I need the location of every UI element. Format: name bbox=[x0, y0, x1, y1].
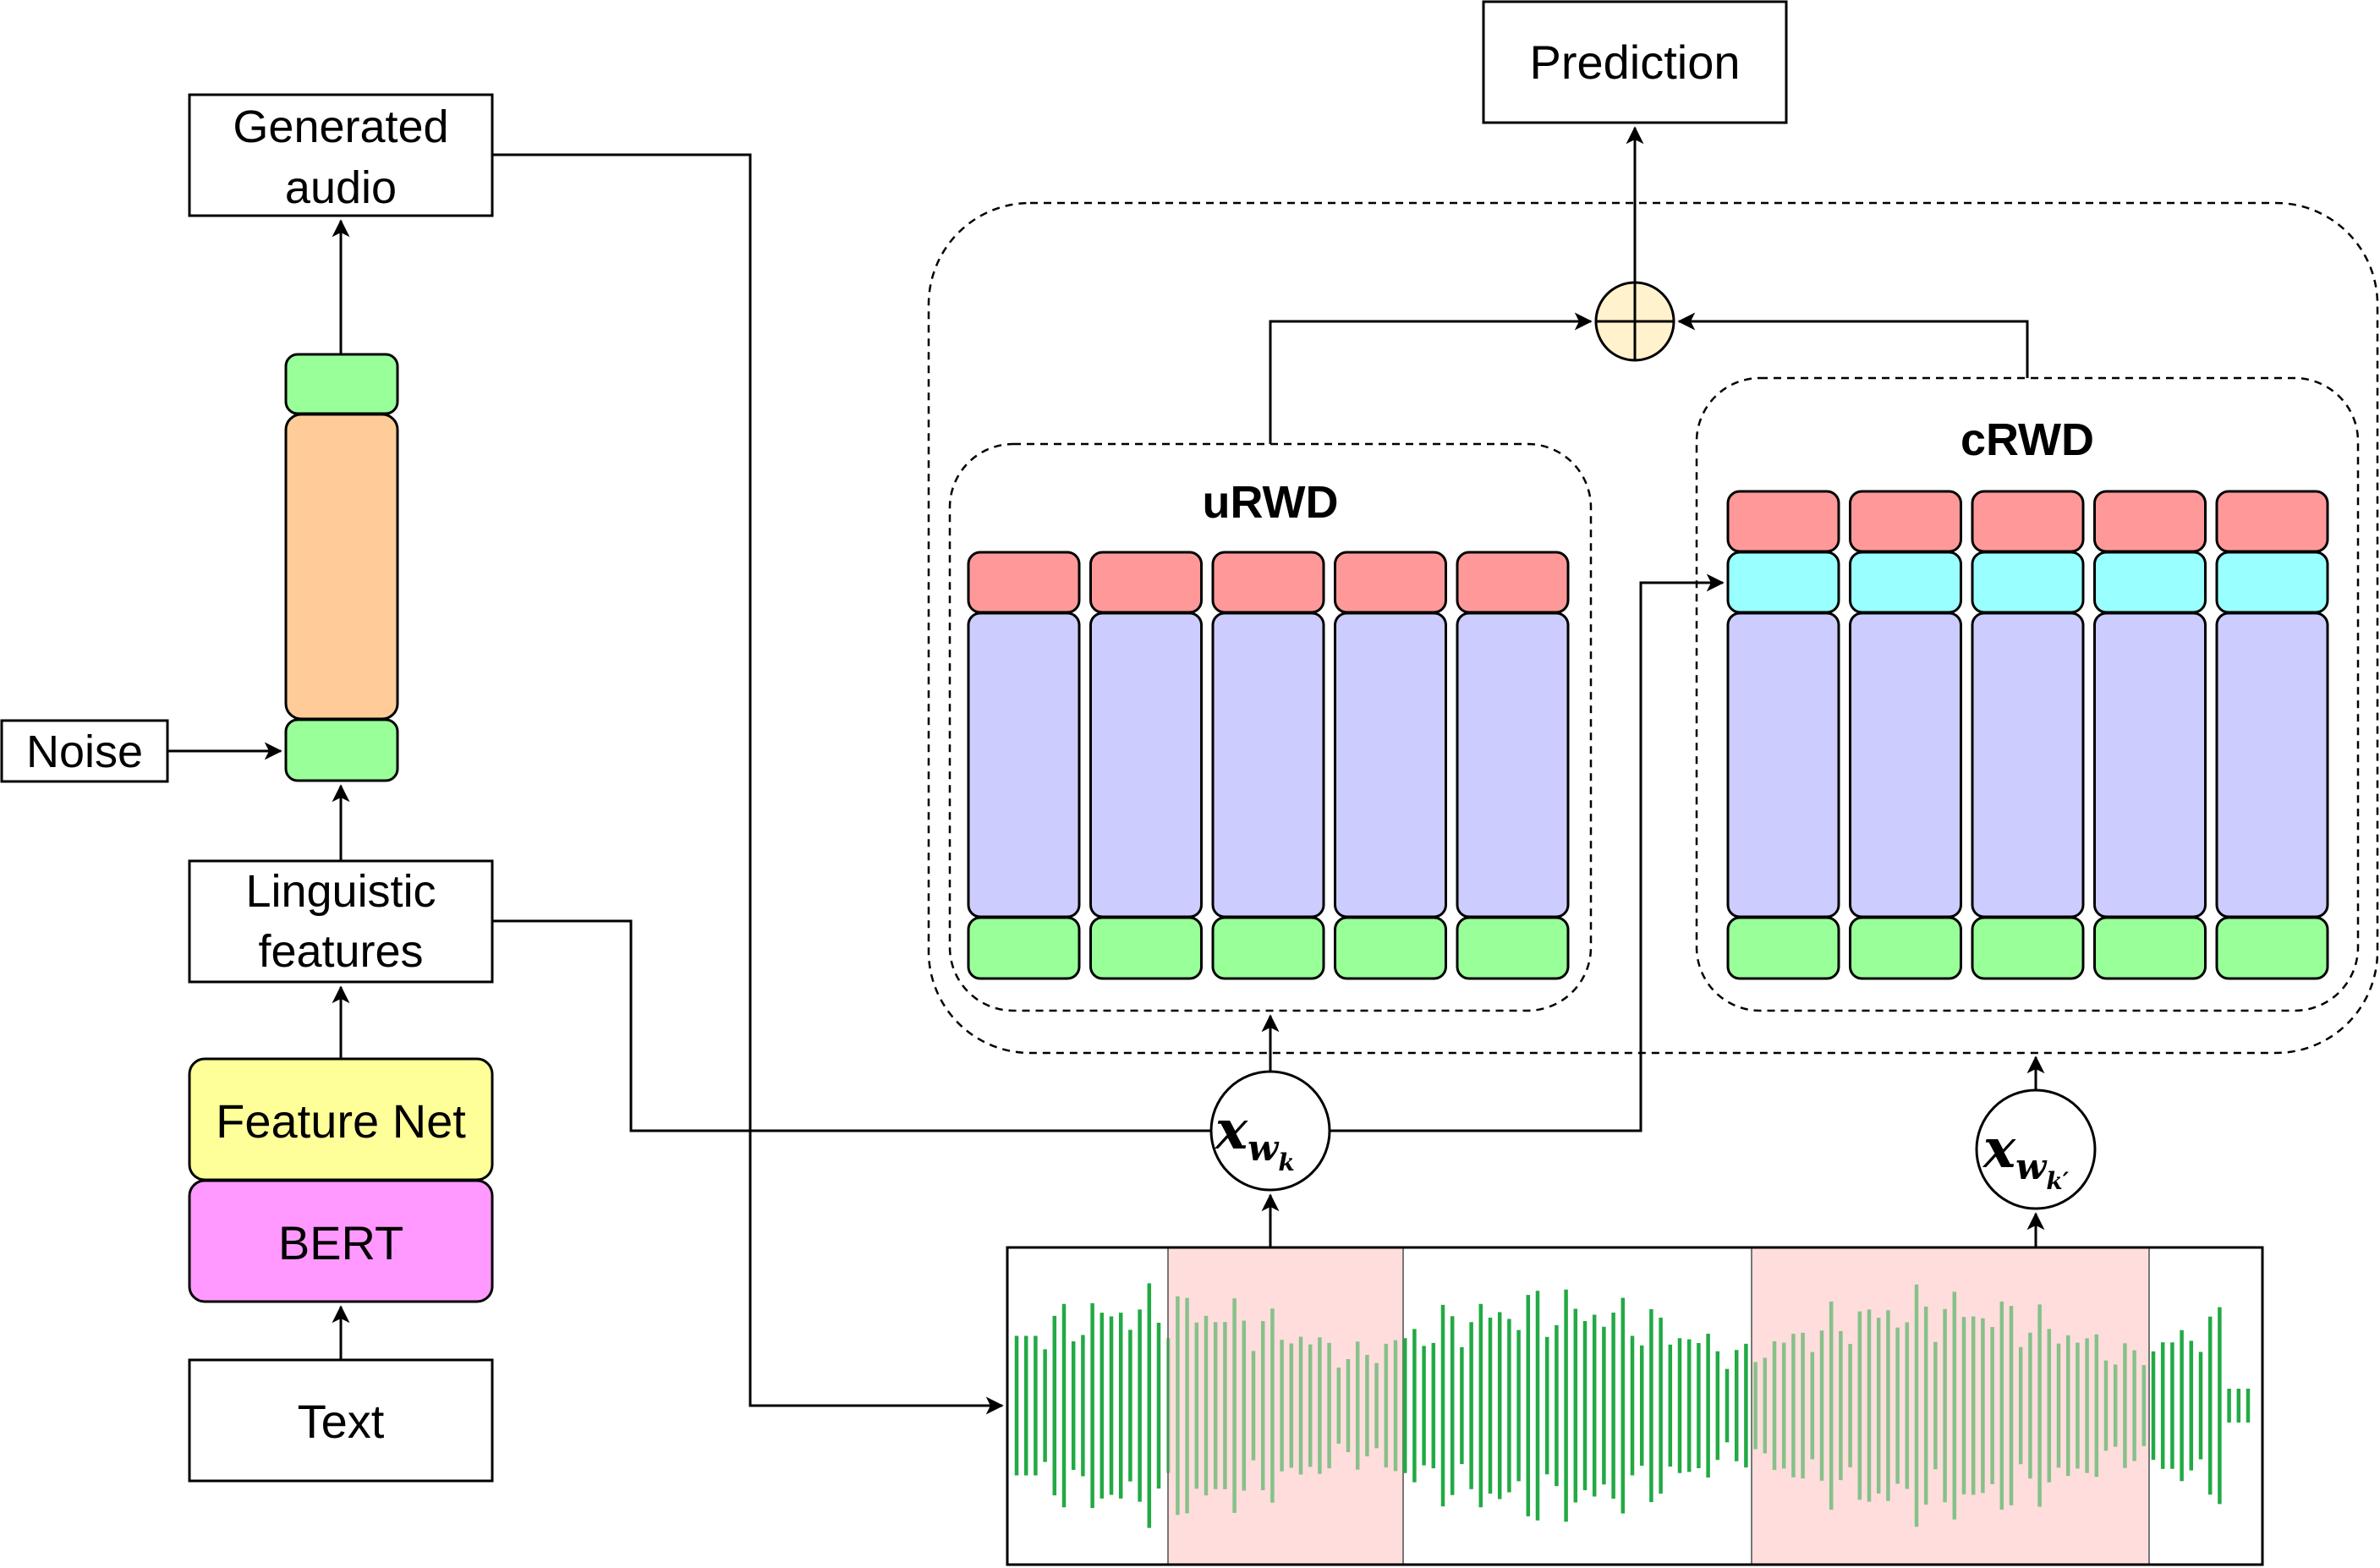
linguistic-conditioning-wire bbox=[492, 573, 1725, 1132]
crwd-column-4-head bbox=[2093, 490, 2207, 553]
urwd-column-3-head bbox=[1211, 551, 1325, 614]
urwd-column-4-head bbox=[1334, 551, 1447, 614]
window-left-subsub: k bbox=[1278, 1149, 1294, 1176]
crwd-column-3-head bbox=[1971, 490, 2085, 553]
crwd-column-5-head bbox=[2215, 490, 2329, 553]
urwd-label: uRWD bbox=[1203, 477, 1339, 528]
crwd-label: cRWD bbox=[1960, 414, 2094, 465]
bert-box: BERT bbox=[188, 1179, 494, 1303]
generator-bottom-block bbox=[284, 718, 399, 782]
svg-text:xwk′: xwk′ bbox=[1982, 1117, 2070, 1195]
crwd-column-2-head bbox=[1849, 490, 1962, 553]
urwd-column-1-body bbox=[967, 611, 1081, 918]
urwd-column-2-body bbox=[1089, 611, 1203, 918]
generator-stack bbox=[284, 353, 399, 782]
crwd-column-1-base bbox=[1726, 916, 1840, 980]
generated-label-line2: audio bbox=[285, 162, 397, 213]
crwd-column-1-body bbox=[1726, 611, 1840, 918]
text-label: Text bbox=[298, 1395, 385, 1448]
feature-net-label: Feature Net bbox=[216, 1094, 466, 1148]
noise-box: Noise bbox=[0, 719, 169, 783]
noise-label: Noise bbox=[26, 726, 143, 777]
crwd-group: cRWD bbox=[1695, 376, 2360, 1012]
window-left-x: x bbox=[1214, 1099, 1248, 1162]
window-right-x: x bbox=[1982, 1117, 2016, 1181]
window-right-subsub: k′ bbox=[2046, 1167, 2069, 1195]
bert-label: BERT bbox=[278, 1216, 403, 1269]
crwd-columns bbox=[1726, 490, 2329, 980]
urwd-column-2-head bbox=[1089, 551, 1203, 614]
urwd-column-4-base bbox=[1334, 916, 1447, 980]
crwd-column-5-cond bbox=[2215, 551, 2329, 614]
left-arrows bbox=[167, 219, 350, 1360]
urwd-column-3-body bbox=[1211, 611, 1325, 918]
window-right-sub: w bbox=[2015, 1146, 2048, 1187]
urwd-column-3-base bbox=[1211, 916, 1325, 980]
crwd-column-1-head bbox=[1726, 490, 1840, 553]
urwd-column-1-head bbox=[967, 551, 1081, 614]
crwd-column-2-cond bbox=[1849, 551, 1962, 614]
crwd-column-1-cond bbox=[1726, 551, 1840, 614]
crwd-dashed-border bbox=[1695, 376, 2360, 1012]
crwd-column-2-base bbox=[1849, 916, 1962, 980]
generator-top-block bbox=[284, 353, 399, 415]
generated-to-waveform-wire bbox=[492, 153, 1004, 1415]
crwd-column-4-body bbox=[2093, 611, 2207, 918]
text-box: Text bbox=[188, 1358, 494, 1483]
urwd-to-sum-wire bbox=[1269, 312, 1593, 444]
crwd-column-4-cond bbox=[2093, 551, 2207, 614]
crwd-column-5-base bbox=[2215, 916, 2329, 980]
crwd-column-3-base bbox=[1971, 916, 2085, 980]
window-node-right: xwk′ bbox=[1975, 1088, 2097, 1210]
linguistic-features-box: Linguistic features bbox=[188, 859, 494, 984]
crwd-column-5-body bbox=[2215, 611, 2329, 918]
urwd-column-4-body bbox=[1334, 611, 1447, 918]
crwd-column-3-body bbox=[1971, 611, 2085, 918]
discriminator-outer-group bbox=[927, 201, 2379, 1055]
linguistic-label-line1: Linguistic bbox=[245, 866, 436, 917]
waveform-frame bbox=[1006, 1246, 2264, 1566]
svg-text:xwk: xwk bbox=[1214, 1099, 1295, 1176]
urwd-column-5-head bbox=[1456, 551, 1570, 614]
feature-net-box: Feature Net bbox=[188, 1057, 494, 1181]
prediction-label: Prediction bbox=[1529, 36, 1740, 89]
urwd-column-2-base bbox=[1089, 916, 1203, 980]
waveform-bars bbox=[1014, 1283, 2251, 1528]
window-left-sub: w bbox=[1248, 1127, 1280, 1169]
crwd-column-3-cond bbox=[1971, 551, 2085, 614]
prediction-box: Prediction bbox=[1482, 0, 1788, 124]
sum-node bbox=[1594, 281, 1675, 362]
generated-audio-box: Generated audio bbox=[188, 93, 494, 217]
urwd-group: uRWD bbox=[948, 442, 1593, 1012]
urwd-column-5-body bbox=[1456, 611, 1570, 918]
waveform-panel bbox=[1006, 1246, 2264, 1566]
window-node-left: xwk bbox=[1209, 1070, 1331, 1192]
urwd-column-1-base bbox=[967, 916, 1081, 980]
urwd-column-5-base bbox=[1456, 916, 1570, 980]
generated-label-line1: Generated bbox=[233, 101, 448, 152]
crwd-column-4-base bbox=[2093, 916, 2207, 980]
urwd-columns bbox=[967, 551, 1570, 980]
crwd-column-2-body bbox=[1849, 611, 1962, 918]
crwd-to-sum-wire bbox=[1677, 312, 2029, 378]
window-highlight-right bbox=[1752, 1247, 2149, 1565]
generator-middle-block bbox=[284, 413, 399, 721]
linguistic-label-line2: features bbox=[258, 926, 423, 977]
